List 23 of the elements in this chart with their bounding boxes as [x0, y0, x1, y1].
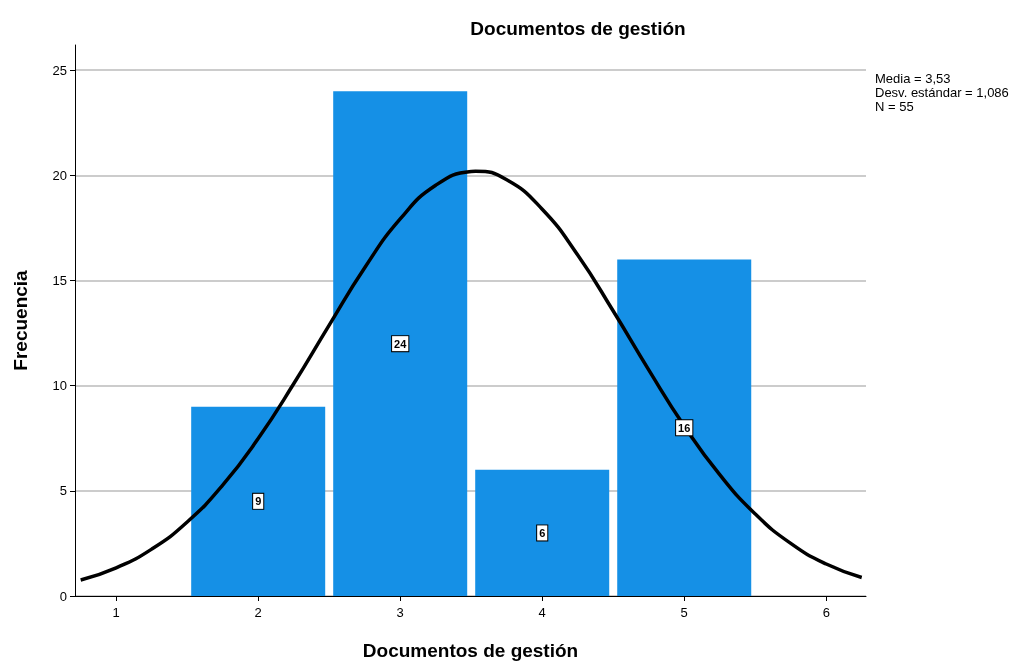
text: Media = 3,53	[875, 71, 951, 86]
data-label: 16	[678, 421, 691, 434]
x-axis-title: Documentos de gestión	[362, 640, 579, 661]
y-tick-label: 15	[52, 273, 67, 289]
x-tick-label: 6	[822, 605, 830, 620]
x-tick-label: 2	[254, 605, 262, 620]
y-axis-title: Frecuencia	[10, 269, 31, 371]
chart-title: Documentos de gestión	[470, 18, 686, 39]
y-tick-label: 25	[52, 62, 67, 78]
x-tick-label: 5	[680, 605, 688, 620]
x-tick-label: 3	[396, 605, 404, 620]
data-label: 24	[394, 337, 408, 350]
y-tick-label: 0	[59, 588, 67, 604]
x-tick-label: 1	[112, 605, 120, 620]
text: N = 55	[875, 99, 914, 114]
y-tick-label: 20	[52, 167, 67, 183]
line-series	[78, 169, 864, 582]
x-tick-label: 4	[538, 605, 546, 620]
data-label: 9	[255, 495, 262, 508]
data-label: 6	[539, 526, 546, 539]
text: Desv. estándar = 1,086	[875, 85, 1009, 100]
y-tick-label: 5	[59, 483, 67, 499]
y-tick-label: 10	[52, 378, 67, 394]
